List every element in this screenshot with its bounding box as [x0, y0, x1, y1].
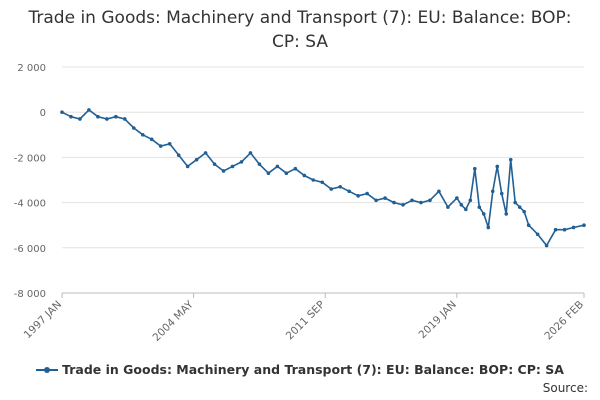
data-point [495, 164, 500, 169]
data-point [221, 169, 226, 173]
data-point [311, 178, 316, 182]
y-tick-label: -6 000 [14, 244, 46, 255]
data-point [504, 212, 509, 216]
data-point [419, 200, 423, 205]
data-point [212, 162, 217, 166]
data-point [302, 173, 307, 178]
chart-title: Trade in Goods: Machinery and Transport … [28, 8, 572, 52]
data-point [477, 205, 482, 209]
data-point [194, 157, 199, 162]
data-point [248, 151, 253, 155]
x-tick-label: 2019 JAN [417, 299, 459, 341]
data-point [401, 203, 405, 207]
legend-line-marker-icon [36, 365, 59, 375]
data-point [239, 160, 244, 164]
data-point [428, 198, 432, 203]
data-point [526, 223, 531, 227]
data-point [96, 114, 100, 119]
data-point [78, 117, 82, 121]
x-tick-label: 1997 JAN [22, 299, 64, 341]
data-point [365, 191, 369, 196]
data-point [490, 189, 495, 194]
data-point [437, 189, 441, 194]
data-point [473, 166, 477, 171]
data-point [338, 184, 343, 189]
data-point [535, 232, 540, 237]
data-point [347, 189, 351, 194]
data-point [149, 137, 154, 142]
data-point [105, 117, 109, 121]
x-tick-label: 2026 FEB [542, 299, 586, 343]
data-point [553, 227, 558, 232]
y-tick-label: 2 000 [17, 63, 46, 74]
legend-label: Trade in Goods: Machinery and Transport … [62, 362, 564, 377]
data-point [293, 166, 298, 171]
x-tick-label: 2011 SEP [284, 299, 328, 343]
data-point [140, 133, 145, 137]
data-point [131, 126, 136, 130]
data-point [167, 142, 172, 146]
data-point [544, 243, 549, 248]
data-point [522, 209, 526, 214]
data-point [571, 225, 576, 230]
data-point [185, 164, 190, 169]
data-point [203, 151, 208, 155]
data-point [374, 198, 378, 203]
data-point [87, 108, 91, 112]
y-axis-ticks: 2 000 0 -2 000 -4 000 -6 000 -8 000 [14, 63, 46, 300]
data-point [392, 200, 396, 205]
data-point [356, 194, 360, 198]
data-point [69, 114, 73, 119]
data-point [114, 114, 118, 119]
data-point [257, 162, 262, 166]
data-point [481, 212, 486, 216]
data-point [284, 171, 289, 176]
y-tick-label: -4 000 [14, 199, 46, 210]
data-point [562, 227, 567, 232]
y-tick-label: -2 000 [14, 153, 46, 164]
data-point [158, 144, 163, 148]
data-point [176, 153, 181, 157]
data-point [383, 196, 387, 200]
data-point [123, 117, 127, 121]
data-point [486, 225, 491, 230]
data-point [517, 205, 522, 209]
series-layer [60, 108, 586, 248]
data-point [499, 191, 504, 196]
x-axis: 1997 JAN 2004 MAY 2011 SEP 2019 JAN 2026 FEB [22, 292, 586, 344]
series-line [61, 109, 585, 247]
y-gridlines [62, 66, 584, 294]
data-point [329, 187, 334, 191]
y-tick-label: 0 [40, 108, 46, 119]
data-point [410, 198, 414, 203]
data-point [459, 203, 464, 207]
data-point [446, 205, 450, 209]
source-label: Source: [542, 381, 588, 395]
x-tick-label: 2004 MAY [151, 298, 197, 344]
data-point [230, 164, 235, 169]
legend[interactable]: Trade in Goods: Machinery and Transport … [0, 362, 600, 377]
data-point [275, 164, 280, 169]
data-point [60, 110, 64, 114]
data-point [513, 200, 517, 205]
data-point [508, 157, 513, 162]
data-point [468, 198, 473, 203]
data-point [266, 171, 271, 176]
data-point [455, 196, 459, 200]
y-tick-label: -8 000 [14, 289, 46, 300]
data-point [582, 223, 586, 227]
data-point [320, 180, 325, 185]
data-point [464, 207, 468, 212]
